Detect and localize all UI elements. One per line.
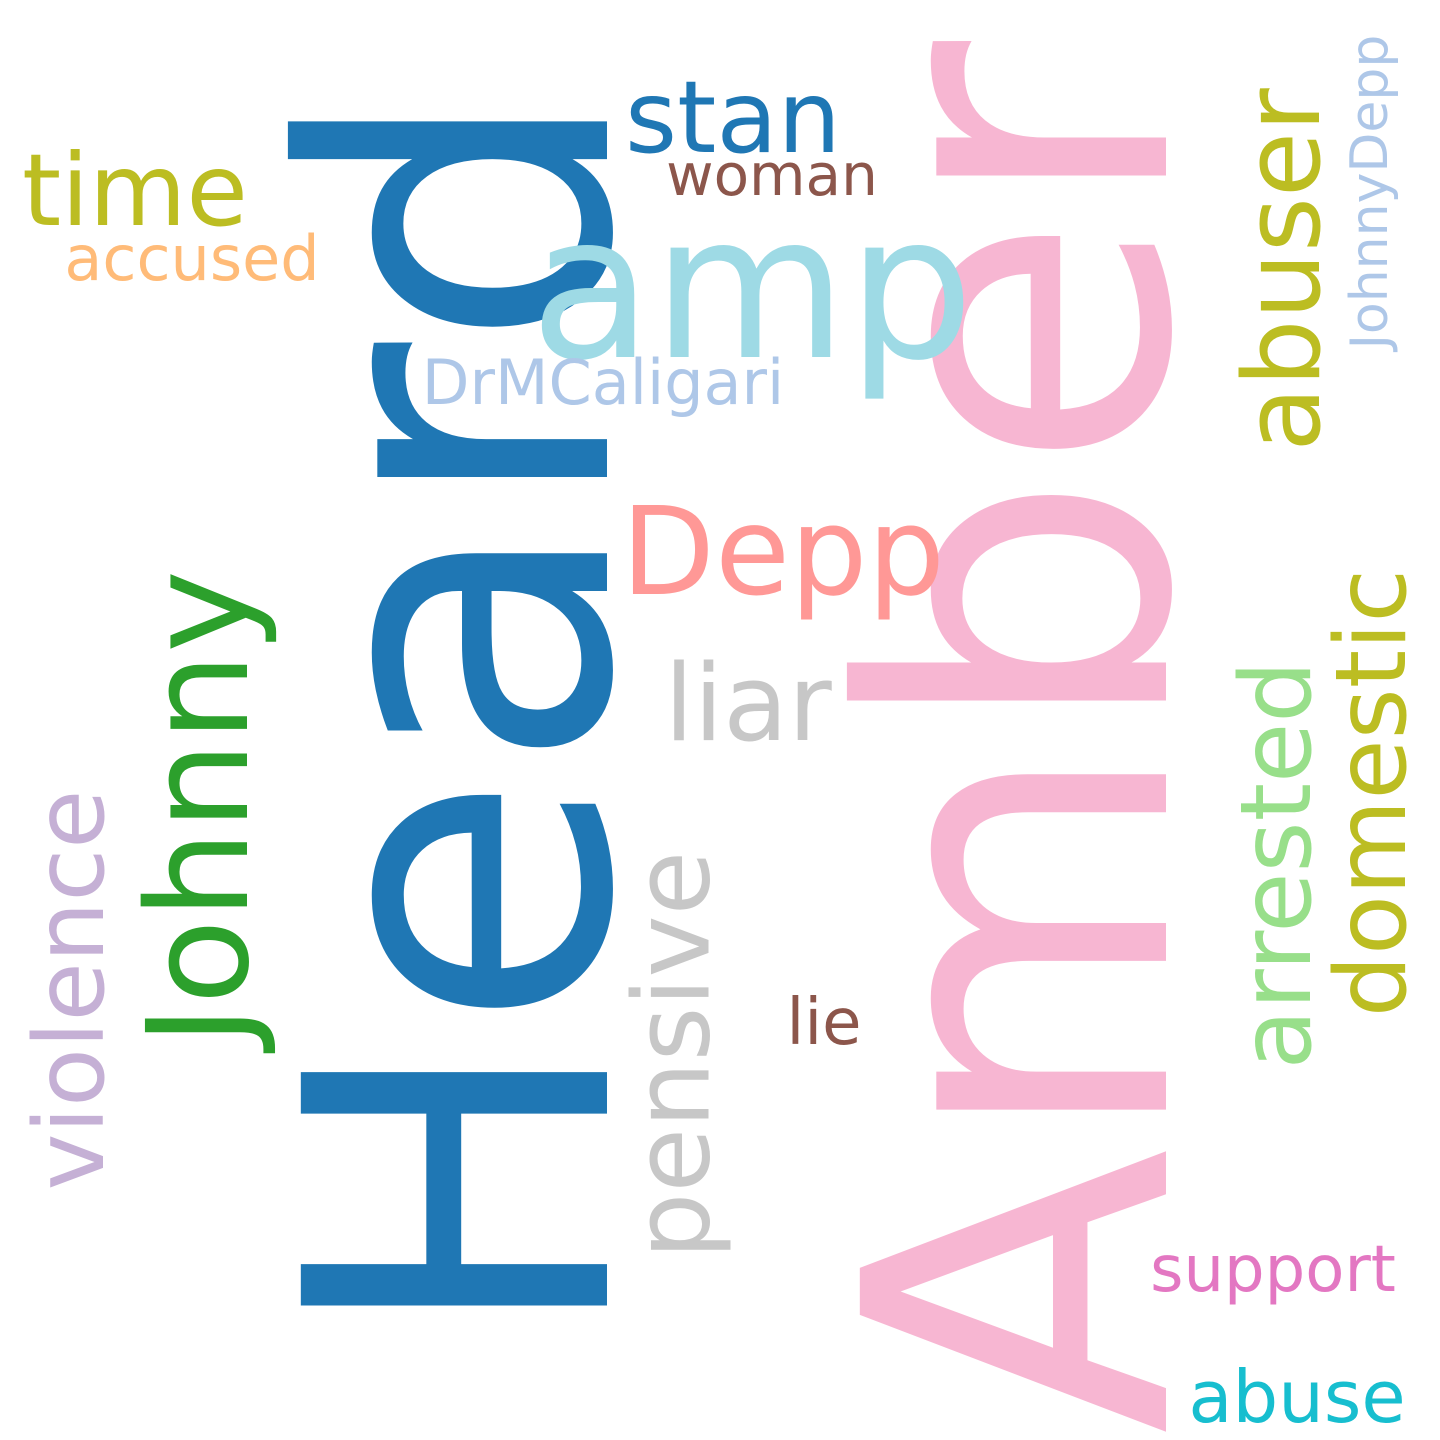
word-domestic: domestic	[1315, 568, 1429, 1018]
word-abuser: abuser	[1221, 88, 1344, 452]
word-abuse: abuse	[1188, 1355, 1406, 1439]
word-lie: lie	[786, 986, 862, 1060]
word-arrested: arrested	[1220, 660, 1334, 1070]
word-pensive: pensive	[611, 850, 734, 1260]
word-drmcaligari: DrMCaligari	[421, 346, 785, 419]
word-violence: violence	[14, 789, 126, 1191]
word-stan: stan	[625, 59, 841, 176]
word-johnny: Johnny	[118, 570, 281, 1046]
word-johnnydepp: JohnnyDepp	[1340, 34, 1400, 350]
word-woman: woman	[666, 141, 878, 209]
word-support: support	[1150, 1233, 1396, 1307]
word-liar: liar	[664, 642, 832, 765]
word-depp: Depp	[621, 481, 945, 623]
word-amp: amp	[529, 172, 975, 405]
word-accused: accused	[64, 222, 320, 295]
word-time: time	[22, 132, 248, 249]
